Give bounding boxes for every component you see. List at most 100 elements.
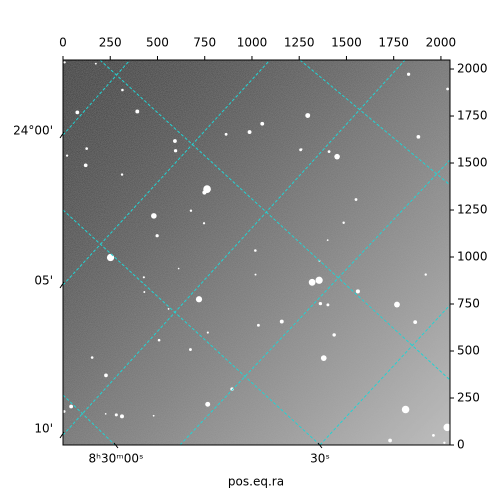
star xyxy=(206,331,209,334)
star xyxy=(254,273,257,276)
star xyxy=(114,413,118,417)
star xyxy=(173,149,178,153)
star xyxy=(85,147,88,150)
wcs-grid-line xyxy=(63,60,271,286)
x-tick-label: 750 xyxy=(193,36,216,50)
star xyxy=(279,319,284,324)
star xyxy=(443,441,446,444)
ra-tick-label: 30ˢ xyxy=(310,452,330,466)
star xyxy=(401,405,410,414)
star xyxy=(318,301,323,306)
star xyxy=(94,62,97,65)
star xyxy=(177,267,180,270)
star xyxy=(189,209,193,212)
star xyxy=(315,276,323,284)
star xyxy=(104,412,107,415)
star xyxy=(334,153,340,160)
star xyxy=(83,163,88,168)
y-tick-label: 1750 xyxy=(457,109,488,123)
star xyxy=(157,338,161,342)
star xyxy=(143,291,146,293)
x-axis-label: pos.eq.ra xyxy=(228,475,284,489)
star xyxy=(355,289,360,294)
star xyxy=(424,273,427,276)
dec-tick-label: 10' xyxy=(34,422,53,436)
x-tick-label: 250 xyxy=(99,36,122,50)
dec-tick-label: 05' xyxy=(34,274,53,288)
wcs-grid-line xyxy=(179,159,450,445)
star xyxy=(142,276,145,279)
star xyxy=(65,154,69,157)
y-tick-label: 750 xyxy=(457,297,480,311)
star xyxy=(63,410,66,413)
x-tick-label: 0 xyxy=(59,36,67,50)
star xyxy=(413,320,418,325)
star xyxy=(106,253,115,262)
y-tick-label: 250 xyxy=(457,391,480,405)
star xyxy=(327,150,331,154)
star xyxy=(443,423,450,432)
star xyxy=(260,121,265,126)
y-tick-label: 2000 xyxy=(457,62,488,76)
star xyxy=(247,130,252,134)
ra-tick xyxy=(317,442,323,449)
star xyxy=(205,401,211,407)
y-tick-label: 0 xyxy=(457,438,465,452)
x-tick-label: 500 xyxy=(146,36,169,50)
star xyxy=(121,88,124,92)
x-tick-label: 1500 xyxy=(331,36,362,50)
star xyxy=(342,221,345,224)
star xyxy=(432,434,435,437)
star xyxy=(69,404,74,409)
star xyxy=(90,356,94,359)
star xyxy=(406,72,411,76)
x-tick-label: 1750 xyxy=(378,36,409,50)
star xyxy=(300,148,303,150)
plot-frame xyxy=(62,59,451,446)
star xyxy=(167,308,170,310)
dec-tick xyxy=(59,431,65,439)
wcs-grid-line xyxy=(63,60,406,436)
star xyxy=(388,438,392,443)
star xyxy=(202,222,206,225)
star xyxy=(256,323,260,327)
star xyxy=(354,198,358,201)
ra-tick xyxy=(113,442,119,449)
dec-tick xyxy=(59,131,65,139)
star xyxy=(195,296,203,303)
star xyxy=(254,249,257,252)
star xyxy=(151,213,157,219)
star xyxy=(155,234,159,238)
star xyxy=(135,109,140,114)
star xyxy=(120,414,124,419)
wcs-grid-line xyxy=(319,304,450,445)
star xyxy=(326,239,329,242)
wcs-grid-line xyxy=(99,60,450,381)
star xyxy=(446,87,449,91)
wcs-grid-line xyxy=(63,209,321,445)
star xyxy=(394,301,400,308)
wcs-grid-line xyxy=(299,60,450,186)
star xyxy=(308,278,316,286)
star xyxy=(189,348,192,351)
star xyxy=(305,113,311,118)
wcs-grid-line xyxy=(63,394,116,445)
star xyxy=(173,139,177,143)
star xyxy=(202,190,207,195)
dec-tick xyxy=(59,281,65,289)
y-tick-label: 1000 xyxy=(457,250,488,264)
star xyxy=(326,303,330,307)
star xyxy=(320,355,327,361)
x-tick-label: 1000 xyxy=(237,36,268,50)
x-tick-label: 2000 xyxy=(426,36,457,50)
star xyxy=(332,333,336,337)
star xyxy=(416,134,421,139)
dec-tick-label: 24°00' xyxy=(13,124,53,138)
star xyxy=(75,110,80,115)
star xyxy=(104,373,108,378)
ra-tick-label: 8ʰ30ᵐ00ˢ xyxy=(89,452,144,466)
star xyxy=(152,414,155,417)
star xyxy=(230,387,234,391)
x-tick-label: 1250 xyxy=(284,36,315,50)
